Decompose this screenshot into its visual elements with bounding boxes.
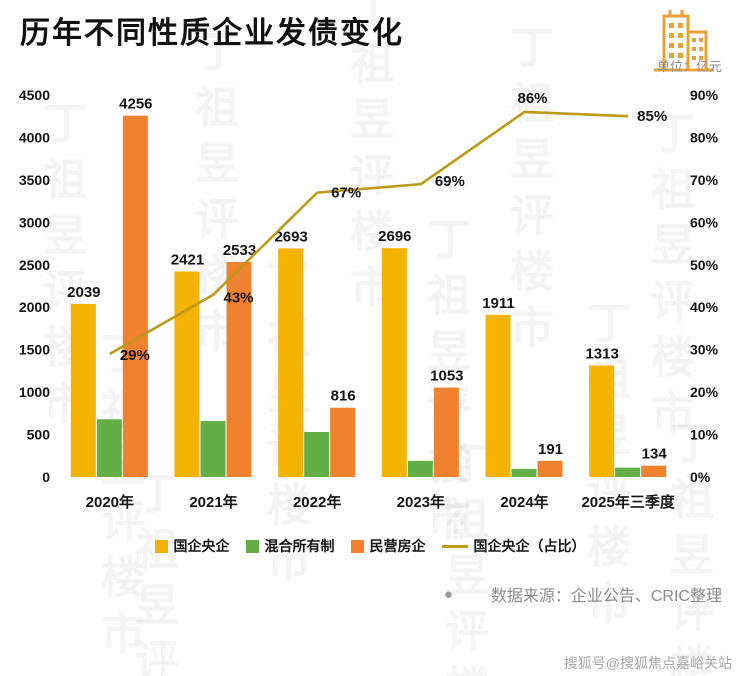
left-axis-tick: 500 [27,427,51,443]
ratio-line [109,110,629,356]
credit-label: 搜狐号@搜狐焦点嘉峪关站 [563,655,732,671]
legend-item: 民营房企 [350,536,426,556]
bar-民营房企-2022年 [330,407,356,477]
bar-民营房企-2025年三季度 [641,465,667,477]
x-axis-label: 2020年 [86,493,134,511]
right-axis-tick: 50% [690,257,719,273]
right-axis-tick: 40% [690,299,719,315]
bar-国企央企-2022年 [278,248,304,477]
bar-民营房企-2020年 [122,115,148,477]
left-axis-tick: 2000 [19,299,50,315]
right-axis-tick: 70% [690,172,719,188]
data-source-label: 数据来源：企业公告、CRIC整理 [490,588,722,605]
right-axis-tick: 10% [690,427,719,443]
right-axis-tick: 30% [690,342,719,358]
bar-value-label: 1911 [482,295,515,312]
line-value-label: 67% [331,185,361,202]
line-value-label: 86% [517,90,547,107]
left-axis-tick: 3500 [19,172,50,188]
legend-square-swatch [245,539,259,553]
page-title: 历年不同性质企业发债变化 [20,17,404,50]
right-axis-tick: 0% [690,469,711,485]
bar-value-label: 2693 [274,228,307,245]
legend-square-swatch [350,539,364,553]
right-axis-tick: 80% [690,129,719,145]
bar-value-label: 134 [642,446,668,463]
line-value-label: 69% [435,173,465,190]
left-axis-tick: 2500 [19,257,50,273]
left-axis-tick: 4000 [19,129,50,145]
bar-value-label: 2039 [67,284,100,301]
left-axis-tick: 4500 [19,87,50,103]
bar-民营房企-2024年 [537,460,563,477]
header: 历年不同性质企业发债变化 [0,0,740,72]
bar-value-label: 4256 [119,96,152,113]
bar-国企央企-2020年 [70,303,96,477]
bar-value-label: 2421 [171,251,204,268]
bar-混合所有制-2021年 [200,420,226,477]
bar-value-label: 1313 [585,346,618,363]
footer: ● 数据来源：企业公告、CRIC整理 [0,582,740,606]
legend-line-swatch [441,544,468,548]
line-value-label: 85% [637,108,667,125]
bar-混合所有制-2023年 [407,460,433,477]
legend-item: 国企央企（占比） [441,536,586,556]
left-axis-tick: 1500 [19,342,50,358]
bar-混合所有制-2020年 [96,419,122,477]
line-value-label: 43% [224,289,254,306]
legend-label: 国企央企（占比） [473,538,586,554]
chart-canvas: 0 500 1000 1500 2000 2500 3000 3500 4000 4500 0% 10… [19,87,719,511]
left-axis-tick: 1000 [19,384,50,400]
x-axis-label: 2022年 [293,493,341,511]
bar-value-label: 191 [538,441,563,458]
legend-label: 民营房企 [369,538,426,554]
legend-label: 国企央企 [173,538,230,554]
left-axis-tick: 3000 [19,214,50,230]
bar-value-label: 2696 [378,228,411,245]
left-axis-tick: 0 [42,469,50,485]
unit-label: 单位：亿元 [656,59,722,74]
bar-国企央企-2024年 [485,314,511,477]
bar-民营房企-2023年 [433,387,459,477]
legend-item: 混合所有制 [245,536,335,556]
bar-value-label: 1053 [430,368,463,385]
bullet-dot-icon: ● [443,585,453,603]
bar-value-label: 816 [331,388,356,405]
right-axis-tick: 20% [690,384,719,400]
bar-民营房企-2021年 [226,261,252,477]
line-value-label: 29% [120,347,150,364]
buildings-icon [654,10,714,72]
bar-混合所有制-2025年三季度 [615,467,641,477]
bar-国企央企-2023年 [381,248,407,477]
legend-square-swatch [154,539,168,553]
x-axis-label: 2023年 [397,493,445,511]
right-axis-tick: 90% [690,87,719,103]
x-axis-label: 2021年 [189,493,237,511]
legend-label: 混合所有制 [264,538,335,554]
bar-value-label: 2533 [223,242,256,259]
bar-国企央企-2025年三季度 [589,365,615,477]
x-axis-label: 2025年三季度 [581,493,675,511]
legend: 国企央企 混合所有制 民营房企 国企央企（占比） [0,536,740,556]
legend-item: 国企央企 [154,536,230,556]
x-axis-label: 2024年 [500,493,548,511]
right-axis-tick: 60% [690,214,719,230]
bar-混合所有制-2022年 [304,432,330,477]
chart-area: 0 500 1000 1500 2000 2500 3000 3500 4000 4500 0% 10… [0,77,740,530]
bar-国企央企-2021年 [174,271,200,477]
bar-混合所有制-2024年 [511,468,537,477]
